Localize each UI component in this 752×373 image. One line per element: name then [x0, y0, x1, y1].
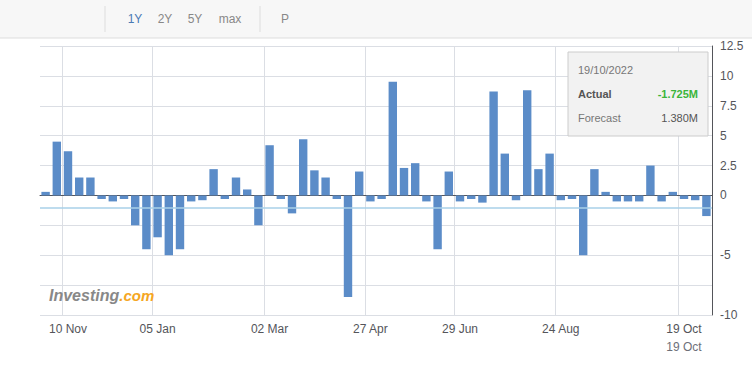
svg-text:5: 5 — [720, 129, 727, 143]
svg-text:10: 10 — [720, 69, 734, 83]
svg-text:1.380M: 1.380M — [661, 112, 698, 124]
svg-text:-5: -5 — [720, 248, 731, 262]
svg-text:.com: .com — [119, 287, 154, 304]
svg-text:-1.725M: -1.725M — [658, 88, 698, 100]
svg-text:-10: -10 — [720, 308, 738, 322]
svg-text:P: P — [281, 12, 289, 26]
svg-text:29 Jun: 29 Jun — [442, 322, 478, 336]
svg-text:05 Jan: 05 Jan — [140, 322, 176, 336]
svg-text:2.5: 2.5 — [720, 159, 737, 173]
svg-text:max: max — [219, 12, 242, 26]
svg-text:10 Nov: 10 Nov — [49, 322, 87, 336]
svg-text:12.5: 12.5 — [720, 39, 744, 53]
svg-text:1Y: 1Y — [128, 12, 143, 26]
svg-text:5Y: 5Y — [188, 12, 203, 26]
svg-text:19/10/2022: 19/10/2022 — [578, 64, 633, 76]
svg-text:27 Apr: 27 Apr — [353, 322, 388, 336]
svg-text:19 Oct: 19 Oct — [666, 340, 702, 354]
svg-text:0: 0 — [720, 188, 727, 202]
svg-text:7.5: 7.5 — [720, 99, 737, 113]
svg-text:Investing: Investing — [49, 287, 119, 304]
svg-text:Forecast: Forecast — [578, 112, 621, 124]
svg-text:24 Aug: 24 Aug — [542, 322, 579, 336]
svg-text:19 Oct: 19 Oct — [666, 322, 702, 336]
svg-text:Actual: Actual — [578, 88, 612, 100]
svg-text:2Y: 2Y — [158, 12, 173, 26]
svg-text:02 Mar: 02 Mar — [251, 322, 288, 336]
